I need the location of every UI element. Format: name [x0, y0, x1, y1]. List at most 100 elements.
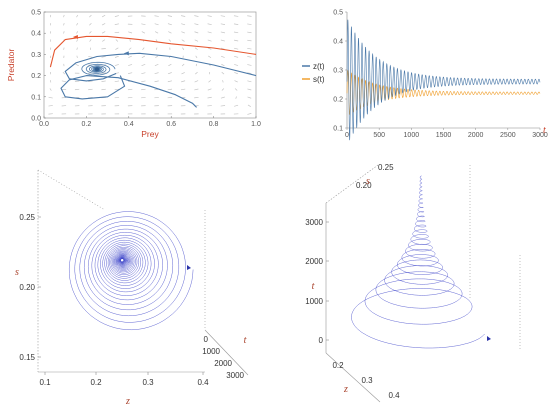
spiral-curve: [351, 175, 485, 349]
spiral-path: [68, 211, 194, 331]
vector-field-arrow: [182, 47, 185, 50]
vector-field-arrow: [76, 55, 78, 59]
vector-field-arrow: [88, 56, 93, 58]
vector-field-arrow: [180, 15, 186, 17]
vector-field-arrow: [141, 88, 146, 91]
t-axis-label: t: [244, 335, 247, 346]
vector-field-arrow: [247, 104, 251, 107]
box-edge: [204, 329, 249, 376]
time-series-panel: 0 500 1000 1500 2000 2500 3000 0.1 0.2 0.3 0.4 0.5…: [300, 0, 550, 141]
s-tick-label: 0.25: [378, 163, 394, 172]
vector-field-arrow: [155, 55, 159, 59]
vector-field-arrow: [76, 39, 78, 42]
x-tick-label: 1000: [404, 132, 420, 139]
y-tick-label: 0.1: [333, 126, 343, 133]
vector-field-arrow: [233, 31, 239, 34]
vector-field-arrow: [247, 56, 252, 58]
vector-field-arrow: [234, 47, 239, 50]
s-tick-label: 0.25: [19, 213, 35, 222]
vector-field-arrow: [114, 80, 120, 83]
vector-field-arrow: [181, 63, 185, 67]
vector-field-arrow: [141, 31, 146, 34]
vector-field-arrow: [167, 88, 173, 91]
t-tick-label: 1000: [305, 297, 323, 306]
vector-field-arrow: [207, 88, 212, 91]
vector-field-arrow: [76, 14, 79, 18]
z-tick-label: 0.1: [39, 378, 51, 387]
vector-field-arrow: [141, 55, 146, 58]
vector-field-arrow: [194, 96, 199, 99]
vector-field-arrow: [128, 64, 133, 66]
spiral-3d-front-chart: 0.1 0.2 0.3 0.4 0.150.200.25 0100020003000 …: [15, 169, 249, 407]
vector-field-arrow: [220, 23, 226, 25]
t-axis-ticks: 0 1000 2000 3000: [305, 218, 329, 345]
vector-field-arrow: [63, 14, 65, 18]
vector-field-arrow: [89, 39, 92, 42]
vector-field-arrow: [207, 15, 212, 17]
vector-field-arrow: [101, 80, 106, 83]
vector-field-arrow: [168, 39, 172, 42]
y-tick-label: 0.4: [31, 31, 41, 38]
vector-field-arrow: [154, 31, 159, 34]
vector-field-arrow: [247, 23, 252, 25]
vector-field-arrow: [128, 55, 132, 58]
vector-field-arrow: [114, 64, 119, 66]
y-axis-ticks: 0.1 0.2 0.3 0.4 0.5: [333, 10, 347, 133]
vector-field-arrow: [208, 55, 212, 59]
equilibrium-point: [95, 67, 99, 72]
s-axis-ticks: 0.15 0.20 0.25: [19, 213, 41, 362]
x-tick-label: 0.4: [124, 121, 134, 128]
y-tick-label: 0.0: [31, 116, 41, 123]
vector-field-arrow: [128, 31, 133, 34]
x-tick-label: 0.0: [39, 121, 49, 128]
vector-field-arrow: [167, 23, 172, 26]
vector-field-arrow: [101, 14, 106, 18]
vector-field-arrow: [129, 39, 131, 42]
x-axis-label: t: [543, 125, 546, 136]
y-tick-label: 0.2: [333, 97, 343, 104]
vector-field-arrow: [235, 96, 237, 99]
vector-field-arrow: [102, 39, 106, 42]
t-axis-ticks: 0 1000 2000 3000: [202, 335, 244, 380]
plot-frame: [43, 11, 257, 119]
s-axis-label: s: [15, 267, 19, 278]
direction-arrow: [187, 265, 191, 270]
series-line-0: [346, 19, 541, 141]
z-tick-label: 0.4: [197, 378, 209, 387]
x-tick-label: 0: [345, 132, 349, 139]
vector-field-arrow: [195, 55, 198, 59]
vector-field-arrow: [48, 105, 53, 107]
vector-field-arrow: [194, 15, 199, 17]
vector-field-arrow: [220, 96, 225, 99]
phase-portrait-panel: 0.0 0.2 0.4 0.6 0.8 1.0 0.0 0.1 0.2 0.3 0.4 0.5 Pr…: [0, 0, 275, 140]
box-edges: [37, 169, 249, 376]
spiral-curve: [68, 211, 194, 331]
x-tick-label: 1.0: [251, 121, 261, 128]
vector-field-arrow: [155, 39, 158, 42]
series-line-1: [346, 69, 541, 115]
vector-field-arrow: [168, 63, 172, 67]
vector-field-arrow: [220, 39, 225, 42]
t-tick-label: 0: [319, 336, 324, 345]
box-edge: [325, 352, 381, 403]
vector-field-arrow: [154, 72, 159, 75]
vector-field-arrow: [247, 39, 252, 42]
vector-field-arrow: [76, 31, 79, 34]
z-tick-label: 0.2: [90, 378, 102, 387]
vector-field-arrow: [234, 55, 239, 58]
vector-field-arrow: [115, 47, 119, 50]
vector-field-arrow: [128, 47, 132, 50]
t-tick-label: 1000: [202, 347, 220, 356]
vector-field-arrow: [194, 71, 198, 75]
vector-field-arrow: [141, 72, 146, 74]
t-tick-label: 0: [204, 335, 209, 344]
trajectory-arrow: [123, 51, 129, 56]
s-axis-ticks: 0.20 0.25: [356, 163, 394, 190]
x-tick-label: 500: [373, 132, 385, 139]
vector-field: [48, 14, 252, 115]
vector-field-arrow: [233, 23, 239, 25]
s-axis-label: s: [366, 176, 370, 187]
vector-field-arrow: [154, 15, 159, 17]
vector-field-arrow: [247, 72, 252, 74]
vector-field-arrow: [247, 96, 252, 99]
